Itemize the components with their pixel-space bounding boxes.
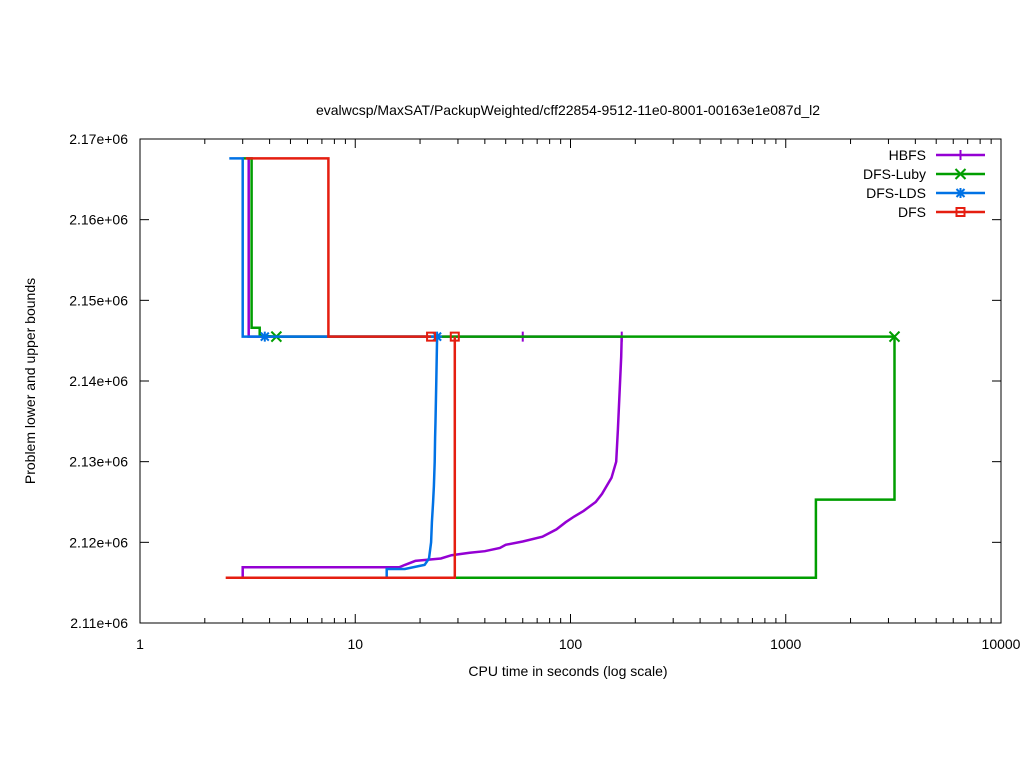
series-line-lower: [241, 336, 623, 578]
y-tick-label: 2.13e+06: [69, 454, 128, 470]
y-tick-label: 2.14e+06: [69, 373, 128, 389]
data-point: [955, 150, 966, 160]
series-line-upper: [229, 157, 438, 338]
series-dfs-luby: [242, 157, 901, 580]
data-point: [955, 188, 966, 198]
legend-label: DFS-LDS: [866, 185, 926, 201]
x-tick-label: 1: [136, 636, 144, 652]
series-line-lower: [454, 336, 896, 580]
legend-entry-dfs: DFS: [898, 204, 985, 220]
y-tick-label: 2.17e+06: [69, 131, 128, 147]
legend: HBFS DFS-Luby DFS-LDS DFS: [863, 147, 985, 220]
legend-entry-dfs-luby: DFS-Luby: [863, 166, 985, 182]
series-line-lower: [225, 336, 457, 580]
y-axis-label: Problem lower and upper bounds: [22, 278, 38, 484]
legend-entry-dfs-lds: DFS-LDS: [866, 185, 985, 201]
legend-entry-hbfs: HBFS: [889, 147, 985, 163]
plot-frame: [139, 138, 1002, 624]
y-tick-label: 2.15e+06: [69, 292, 128, 308]
legend-label: DFS-Luby: [863, 166, 926, 182]
chart-title: evalwcsp/MaxSAT/PackupWeighted/cff22854-…: [316, 102, 820, 118]
series-line-lower: [385, 336, 439, 578]
series-dfs-lds: [229, 157, 443, 578]
series-line-upper: [245, 157, 432, 338]
data-point: [259, 331, 270, 342]
x-axis-label: CPU time in seconds (log scale): [468, 663, 667, 679]
y-tick-label: 2.12e+06: [69, 534, 128, 550]
legend-label: DFS: [898, 204, 926, 220]
data-point: [954, 168, 967, 180]
x-tick-label: 100: [559, 636, 583, 652]
x-tick-label: 10000: [982, 636, 1021, 652]
series-dfs: [225, 157, 460, 580]
data-point: [426, 331, 437, 342]
y-tick-label: 2.11e+06: [70, 615, 128, 631]
series-hbfs: [241, 158, 627, 578]
x-tick-label: 10: [347, 636, 363, 652]
data-point: [449, 331, 460, 342]
legend-label: HBFS: [889, 147, 926, 163]
series-group: [225, 157, 901, 580]
data-point: [955, 207, 966, 217]
y-tick-label: 2.16e+06: [69, 212, 128, 228]
x-tick-label: 1000: [770, 636, 801, 652]
series-line-upper: [242, 157, 895, 338]
series-line-upper: [247, 158, 622, 338]
axis-ticks: 1 10 100 1000 10000 2.11e+06 2.12e+06 2.13e+06 2…: [69, 131, 1020, 652]
